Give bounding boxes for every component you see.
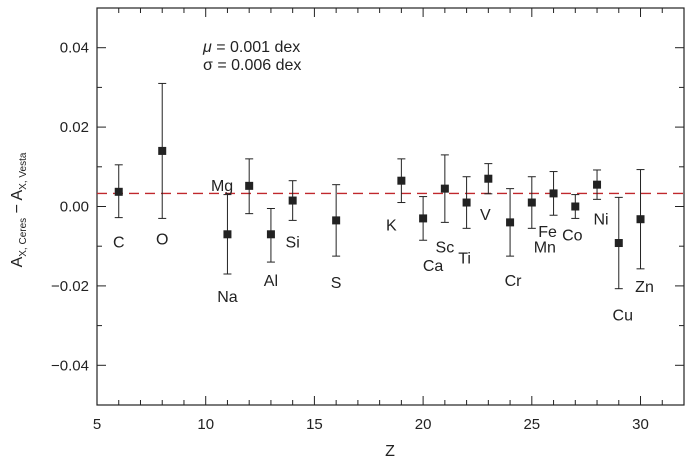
data-point-marker bbox=[266, 230, 275, 239]
element-label: Ti bbox=[458, 250, 471, 267]
data-point-marker bbox=[397, 176, 406, 185]
axis-tick-labels: 5 10 15 20 25 30 −0.04 −0.02 0.00 0.02 0.04 bbox=[51, 40, 649, 433]
data-point-marker bbox=[462, 198, 471, 207]
element-label: C bbox=[113, 235, 125, 252]
data-point-marker bbox=[245, 181, 254, 190]
data-point-marker bbox=[571, 202, 580, 211]
element-label: V bbox=[480, 207, 491, 224]
y-tick-label: −0.04 bbox=[51, 357, 89, 374]
y-tick-label: 0.02 bbox=[60, 119, 89, 136]
y-tick-label: 0.00 bbox=[60, 199, 89, 216]
element-label: Mg bbox=[211, 178, 233, 195]
data-point-marker bbox=[419, 214, 428, 223]
x-tick-label: 10 bbox=[197, 416, 214, 433]
element-label: Cr bbox=[505, 273, 523, 290]
axis-ticks bbox=[96, 7, 685, 406]
element-label: Fe bbox=[538, 224, 557, 241]
data-point-marker bbox=[114, 187, 123, 196]
plot-frame bbox=[96, 7, 685, 406]
data-point-marker bbox=[549, 189, 558, 198]
x-axis-label: Z bbox=[385, 443, 395, 460]
element-label: Na bbox=[217, 289, 238, 306]
data-point-marker bbox=[223, 230, 232, 239]
data-point-marker bbox=[288, 196, 297, 205]
element-label: S bbox=[331, 275, 342, 292]
data-point-marker bbox=[332, 216, 341, 225]
x-tick-label: 30 bbox=[632, 416, 649, 433]
element-label: Al bbox=[264, 273, 278, 290]
element-label: Co bbox=[562, 227, 583, 244]
data-markers bbox=[114, 146, 645, 248]
x-tick-label: 20 bbox=[415, 416, 432, 433]
data-point-marker bbox=[440, 184, 449, 193]
element-label: K bbox=[386, 218, 397, 235]
element-label: Si bbox=[286, 234, 300, 251]
element-label: Cu bbox=[613, 308, 633, 325]
y-axis-label: AX, Ceres − AX, Vesta bbox=[9, 152, 29, 267]
element-label: Ca bbox=[423, 258, 444, 275]
mean-annotation: μ = 0.001 dex bbox=[202, 39, 300, 56]
element-label: O bbox=[156, 231, 168, 248]
data-point-marker bbox=[593, 180, 602, 189]
element-label: Sc bbox=[436, 239, 455, 256]
y-tick-label: 0.04 bbox=[60, 40, 89, 57]
element-label: Ni bbox=[593, 211, 608, 228]
x-tick-label: 5 bbox=[93, 416, 101, 433]
sigma-annotation: σ = 0.006 dex bbox=[203, 57, 301, 74]
error-bars bbox=[114, 82, 645, 290]
data-point-marker bbox=[158, 146, 167, 155]
data-point-marker bbox=[484, 174, 493, 183]
data-point-marker bbox=[614, 239, 623, 248]
y-tick-label: −0.02 bbox=[51, 278, 89, 295]
data-point-marker bbox=[506, 218, 515, 227]
element-label: Mn bbox=[534, 239, 556, 256]
data-point-marker bbox=[636, 215, 645, 224]
x-tick-label: 15 bbox=[306, 416, 323, 433]
data-point-marker bbox=[527, 198, 536, 207]
element-label: Zn bbox=[635, 279, 654, 296]
x-tick-label: 25 bbox=[523, 416, 540, 433]
